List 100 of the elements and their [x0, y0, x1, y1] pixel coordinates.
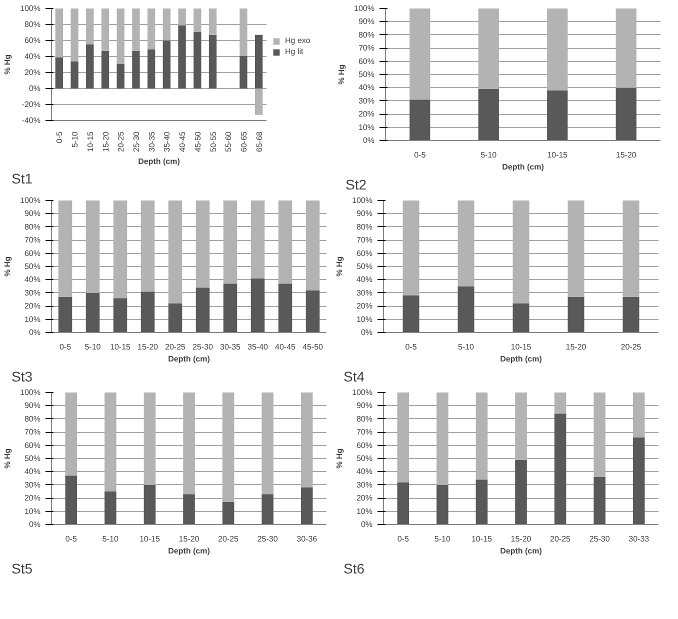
bar: [140, 292, 155, 332]
bar: [262, 494, 274, 524]
y-tick-label: 90%: [358, 17, 375, 26]
x-tick-label: 5-10: [480, 150, 498, 160]
bar: [101, 50, 110, 88]
x-tick-label: 5-10: [70, 130, 80, 148]
y-tick-label: 100%: [352, 196, 373, 205]
bar: [178, 25, 186, 88]
x-tick-label: 5-10: [84, 342, 102, 352]
x-tick-label: 15-20: [101, 130, 110, 152]
x-tick-label: 25-30: [132, 130, 141, 152]
bar: [402, 296, 420, 332]
x-tick-label: 30-36: [296, 534, 318, 544]
y-tick-label: 20%: [24, 302, 41, 311]
y-tick-label: 0%: [360, 328, 372, 337]
y-tick-label: 0%: [28, 520, 40, 529]
bar: [208, 34, 217, 88]
bar: [622, 296, 640, 332]
x-axis-title: Depth (cm): [500, 354, 542, 364]
y-tick-label: 100%: [20, 388, 41, 397]
y-tick-label: 80%: [24, 222, 41, 232]
bar: [132, 50, 140, 88]
bar: [70, 61, 78, 88]
y-axis-title: % Hg: [3, 54, 12, 74]
y-tick-label: 100%: [20, 4, 41, 13]
bar: [300, 488, 313, 524]
bar: [515, 460, 527, 524]
y-tick-label: 90%: [356, 401, 373, 410]
x-tick-label: 25-30: [589, 534, 610, 544]
bar: [436, 484, 448, 524]
x-axis-title: Depth (cm): [168, 354, 210, 364]
y-tick-label: 20%: [24, 494, 41, 503]
bar: [58, 296, 72, 332]
x-tick-label: 35-40: [248, 342, 269, 352]
bar: [397, 482, 410, 524]
y-tick-label: 20%: [358, 110, 375, 119]
x-tick-label: 5-10: [434, 534, 451, 544]
text: St3: [12, 368, 33, 384]
text: St4: [344, 368, 365, 384]
bar: [554, 414, 566, 524]
x-tick-label: 20-25: [116, 130, 126, 152]
y-tick-label: 40%: [24, 52, 41, 61]
bar: [196, 288, 210, 332]
y-tick-label: 70%: [24, 236, 41, 245]
x-tick-label: 30-33: [628, 534, 650, 544]
x-tick-label: 40-45: [178, 130, 188, 152]
bar: [547, 90, 568, 140]
x-tick-label: 0-5: [59, 342, 72, 352]
y-tick-label: 0%: [28, 84, 40, 93]
bar: [240, 56, 248, 88]
bar: [410, 100, 430, 140]
bar: [278, 284, 292, 332]
x-tick-label: 5-10: [102, 534, 119, 544]
y-tick-label: 100%: [352, 388, 373, 397]
y-tick-label: 60%: [24, 36, 41, 45]
x-tick-label: 50-55: [208, 130, 218, 152]
bar: [594, 476, 606, 524]
x-tick-label: 10-15: [86, 130, 95, 152]
x-tick-label: 0-5: [55, 130, 64, 144]
x-tick-label: 0-5: [414, 150, 426, 160]
y-tick-label: 10%: [358, 122, 375, 132]
bar: [222, 502, 234, 524]
x-tick-label: 0-5: [405, 342, 418, 352]
y-tick-label: 40%: [358, 83, 375, 92]
bar: [168, 303, 182, 332]
y-tick-label: 90%: [24, 401, 41, 410]
bar: [476, 480, 488, 524]
y-tick-label: 10%: [24, 314, 41, 324]
y-tick-label: 20%: [356, 494, 373, 503]
x-tick-label: 10-15: [471, 534, 492, 544]
x-tick-label: 5-10: [458, 342, 475, 352]
bar: [254, 34, 263, 88]
x-tick-label: 20-25: [620, 342, 642, 352]
y-tick-label: 100%: [354, 4, 375, 13]
bar: [568, 296, 584, 332]
bar: [144, 484, 156, 524]
x-tick-label: 15-20: [510, 534, 532, 544]
bar: [113, 298, 128, 332]
y-tick-label: 10%: [356, 314, 373, 324]
bar: [616, 88, 636, 140]
x-axis-title: Depth (cm): [500, 546, 542, 556]
y-tick-label: 30%: [356, 480, 373, 490]
y-tick-label: 10%: [24, 506, 41, 516]
bar: [86, 292, 100, 332]
y-tick-label: 0%: [362, 136, 374, 145]
y-tick-label: 50%: [356, 262, 373, 271]
bar: [104, 492, 116, 524]
bar: [478, 89, 499, 140]
y-axis-title: % Hg: [335, 256, 344, 276]
y-axis-title: % Hg: [3, 448, 12, 468]
y-tick-label: 30%: [358, 96, 375, 106]
x-tick-label: 15-20: [138, 342, 159, 352]
y-tick-label: 30%: [356, 288, 373, 298]
x-tick-label: 20-25: [165, 342, 186, 352]
y-tick-label: 70%: [356, 428, 373, 437]
y-tick-label: 50%: [24, 262, 41, 271]
x-tick-label: 0-5: [65, 534, 78, 544]
x-tick-label: 45-50: [193, 130, 202, 152]
x-tick-label: 55-60: [224, 130, 234, 152]
y-tick-label: 100%: [20, 196, 41, 205]
